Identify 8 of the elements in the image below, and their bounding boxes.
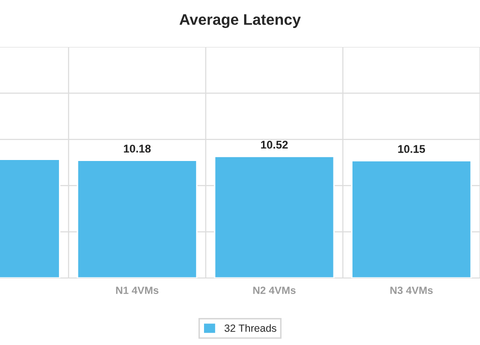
text: 10.15: [398, 145, 426, 153]
x-tick-label: N1 4VMs: [116, 286, 158, 294]
x-tick-label: N2 4VMs: [253, 286, 296, 294]
chart-title: Average Latency: [180, 14, 301, 28]
legend-label: 32 Threads: [224, 324, 276, 332]
text: 10.18: [124, 144, 151, 153]
x-tick-label: N3 4VMs: [390, 286, 433, 294]
text: 10.52: [261, 140, 288, 149]
